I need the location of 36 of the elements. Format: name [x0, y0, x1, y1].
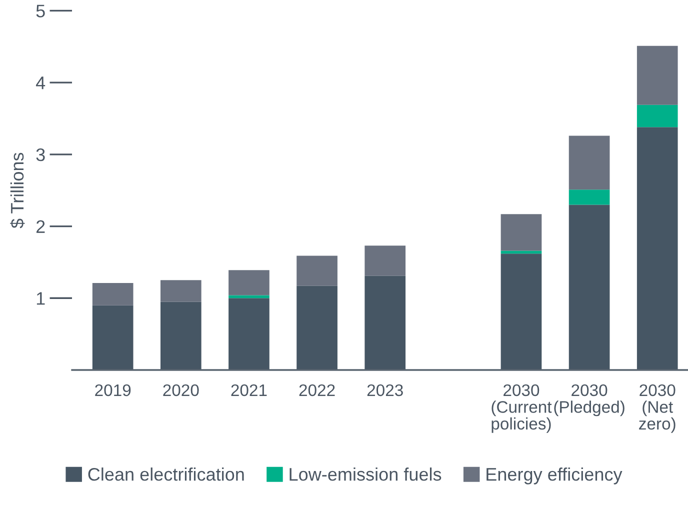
y-tick-label: 5: [36, 4, 45, 18]
bar: [296, 286, 338, 370]
legend-label: Low-emission fuels: [290, 468, 442, 481]
bar: [160, 302, 202, 370]
x-tick-label: 2030 (Pledged): [554, 384, 624, 416]
bar: [500, 254, 542, 370]
bar: [636, 104, 678, 128]
y-tick-label: 4: [36, 76, 46, 90]
legend-label: Energy efficiency: [486, 468, 622, 484]
y-tick-label: 2: [36, 220, 45, 233]
x-tick-label: 2030 (Current policies): [492, 384, 552, 433]
bar: [364, 276, 406, 370]
bar: [568, 204, 610, 370]
x-tick-label: 2022: [299, 384, 335, 396]
bar: [500, 250, 542, 254]
legend-label: Clean electrification: [88, 468, 244, 481]
bar: [92, 283, 134, 306]
bar: [636, 46, 678, 105]
bar: [568, 136, 610, 190]
x-tick-label: 2023: [367, 384, 403, 396]
y-axis-title: $ Trillions: [10, 152, 25, 228]
x-tick-label: 2030 (Net zero): [639, 384, 676, 433]
bar: [228, 298, 270, 370]
bar: [228, 270, 270, 296]
bar: [636, 127, 678, 370]
bar: [296, 256, 338, 286]
y-tick-label: 3: [36, 148, 45, 162]
bar: [92, 305, 134, 370]
x-tick-label: 2020: [163, 384, 199, 396]
bar: [364, 246, 406, 276]
bar: [160, 280, 202, 302]
x-tick-label: 2019: [95, 384, 131, 396]
bar: [500, 214, 542, 251]
x-tick-label: 2021: [231, 384, 267, 396]
bar: [568, 190, 610, 205]
y-tick-label: 1: [36, 292, 45, 305]
